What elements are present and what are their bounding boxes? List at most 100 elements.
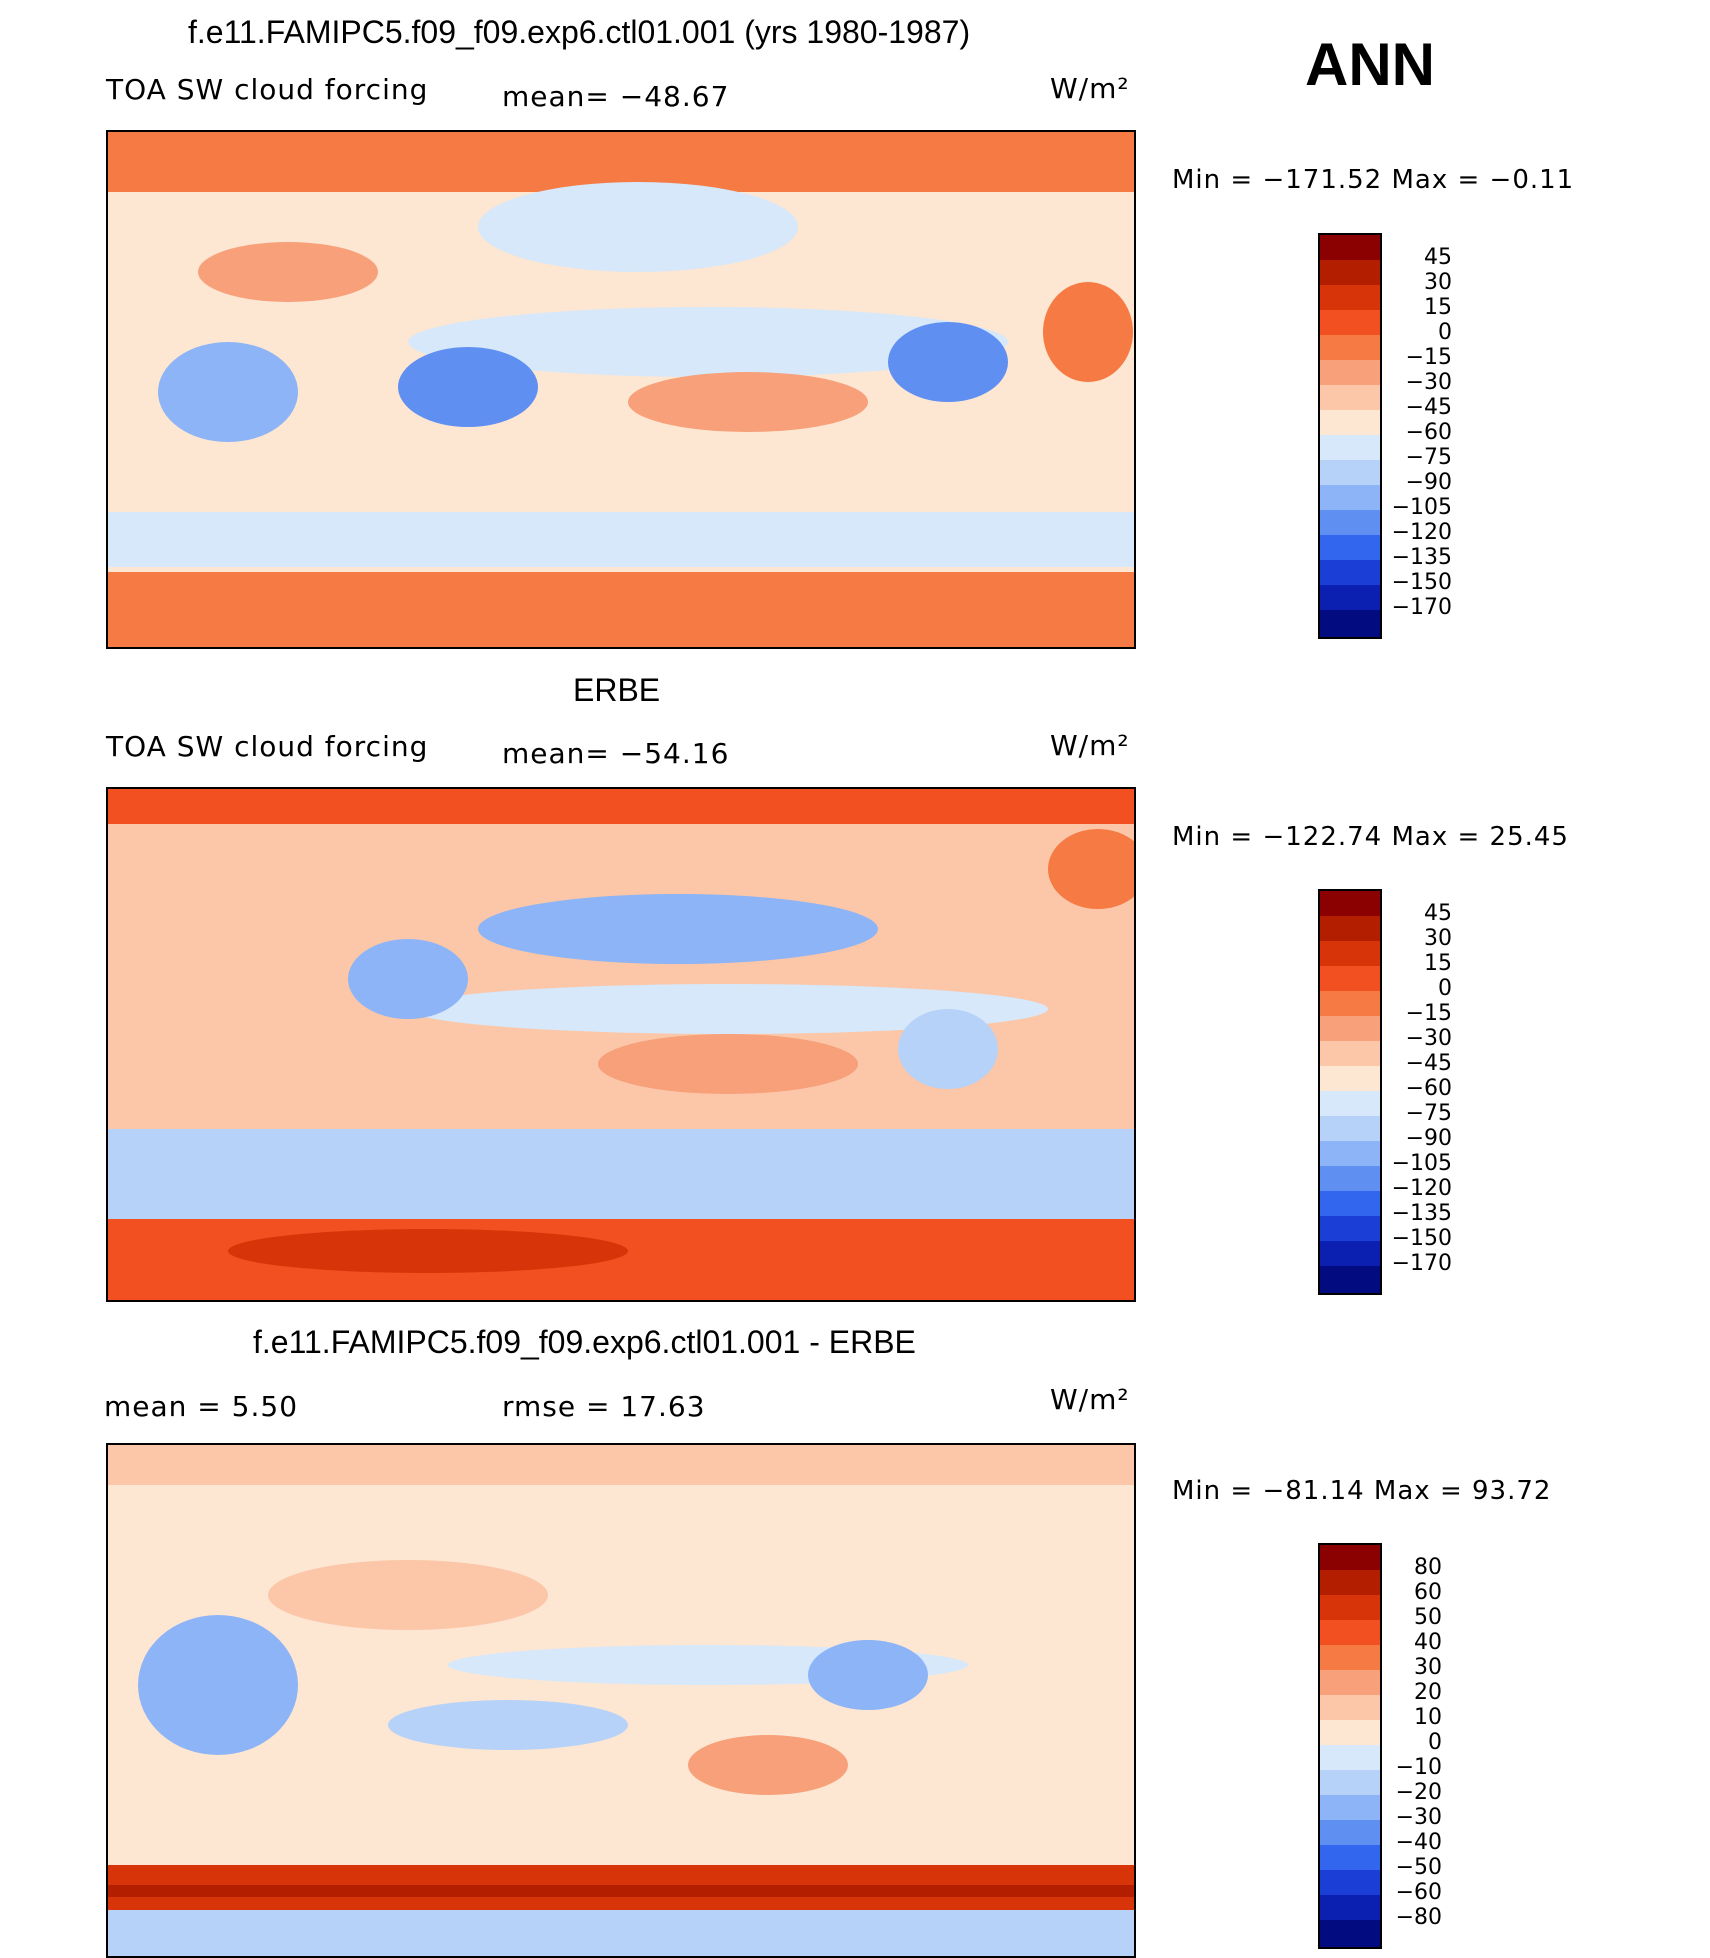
panel1-units-label: W/m² [1050, 72, 1130, 105]
panel1-africa-convection [158, 342, 298, 442]
panel3-se-pacific-positive [688, 1735, 848, 1795]
panel3-colorbar-tick: 40 [1414, 1630, 1442, 1655]
panel1-colorbar-tick: −120 [1391, 520, 1452, 545]
panel2-colorbar-tick: −135 [1391, 1201, 1452, 1226]
panel2-colorbar-tick: −105 [1391, 1151, 1452, 1176]
panel2-colorbar-cell [1320, 1166, 1380, 1192]
panel2-colorbar-cell [1320, 1091, 1380, 1117]
panel2-arctic-band [108, 789, 1134, 824]
panel1-southern-ocean-band [108, 512, 1134, 567]
panel1-colorbar-tick: −170 [1391, 595, 1452, 620]
panel2-colorbar-tick: −30 [1405, 1026, 1452, 1051]
panel2-greenland-region [1048, 829, 1134, 909]
panel1-colorbar-tick: −30 [1405, 370, 1452, 395]
panel1-colorbar [1318, 233, 1382, 639]
panel3-arctic-band [108, 1445, 1134, 1485]
panel2-colorbar-cell [1320, 1041, 1380, 1067]
panel2-north-pacific [478, 894, 878, 964]
panel2-colorbar-cell [1320, 966, 1380, 992]
panel2-antarctic-peak [228, 1229, 628, 1273]
panel3-colorbar-cell [1320, 1920, 1380, 1947]
panel1-title: f.e11.FAMIPC5.f09_f09.exp6.ctl01.001 (yr… [188, 14, 971, 50]
panel3-colorbar-tick: 60 [1414, 1580, 1442, 1605]
panel2-colorbar-tick: −75 [1405, 1101, 1452, 1126]
panel2-variable-label: TOA SW cloud forcing [106, 730, 429, 763]
panel3-colorbar-tick: 20 [1414, 1680, 1442, 1705]
panel3-colorbar-tick: 50 [1414, 1605, 1442, 1630]
panel2-colorbar-tick: −45 [1405, 1051, 1452, 1076]
panel3-asia-positive [268, 1560, 548, 1630]
panel1-minmax: Min = −171.52 Max = −0.11 [1172, 165, 1575, 195]
panel3-colorbar-tick: −50 [1395, 1855, 1442, 1880]
panel1-eurasia-region [198, 242, 378, 302]
panel3-title: f.e11.FAMIPC5.f09_f09.exp6.ctl01.001 - E… [253, 1324, 916, 1360]
panel1-colorbar-tick: −45 [1405, 395, 1452, 420]
panel1-colorbar-tick: 30 [1424, 270, 1452, 295]
panel1-colorbar-cell [1320, 335, 1380, 361]
panel1-colorbar-tick: 15 [1424, 295, 1452, 320]
panel3-rmse-label: rmse = 17.63 [502, 1390, 706, 1423]
panel3-colorbar-tick: −60 [1395, 1880, 1442, 1905]
panel1-colorbar-cell [1320, 510, 1380, 536]
panel2-title: ERBE [573, 672, 661, 708]
panel1-colorbar-cell [1320, 260, 1380, 286]
panel3-colorbar-cell [1320, 1795, 1380, 1821]
panel2-mean-label: mean= −54.16 [502, 737, 730, 770]
panel3-colorbar-tick: 30 [1414, 1655, 1442, 1680]
panel2-colorbar-cell [1320, 916, 1380, 942]
panel1-colorbar-cell [1320, 310, 1380, 336]
panel1-colorbar-cell [1320, 385, 1380, 411]
panel1-colorbar-tick: −15 [1405, 345, 1452, 370]
panel1-colorbar-cell [1320, 460, 1380, 486]
panel3-mean-label: mean = 5.50 [104, 1390, 299, 1423]
panel1-colorbar-cell [1320, 235, 1380, 261]
panel2-colorbar-cell [1320, 1066, 1380, 1092]
panel1-colorbar-tick: −75 [1405, 445, 1452, 470]
panel3-map [106, 1443, 1136, 1958]
panel3-units-label: W/m² [1050, 1383, 1130, 1416]
panel1-map [106, 130, 1136, 649]
panel1-colorbar-tick: 45 [1424, 245, 1452, 270]
panel2-colorbar-tick: 15 [1424, 951, 1452, 976]
panel2-colorbar-cell [1320, 891, 1380, 917]
panel2-minmax: Min = −122.74 Max = 25.45 [1172, 822, 1569, 852]
panel3-amazon-negative [808, 1640, 928, 1710]
panel2-colorbar-cell [1320, 1116, 1380, 1142]
panel2-map-svg [108, 789, 1134, 1300]
panel2-colorbar-cell [1320, 941, 1380, 967]
panel2-colorbar-tick: 30 [1424, 926, 1452, 951]
panel3-colorbar-cell [1320, 1820, 1380, 1846]
panel3-colorbar-tick: −20 [1395, 1780, 1442, 1805]
panel2-colorbar [1318, 889, 1382, 1295]
panel2-colorbar-tick: −15 [1405, 1001, 1452, 1026]
panel1-variable-label: TOA SW cloud forcing [106, 73, 429, 106]
panel2-colorbar-cell [1320, 991, 1380, 1017]
panel1-colorbar-cell [1320, 435, 1380, 461]
panel2-map [106, 787, 1136, 1302]
panel3-indian-ocean-negative [388, 1700, 628, 1750]
panel2-se-pacific [598, 1034, 858, 1094]
panel3-colorbar-tick: −40 [1395, 1830, 1442, 1855]
panel3-colorbar-cell [1320, 1645, 1380, 1671]
panel1-colorbar-tick: 0 [1438, 320, 1452, 345]
panel1-colorbar-cell [1320, 535, 1380, 561]
panel1-atlantic-region [1043, 282, 1133, 382]
panel1-colorbar-cell [1320, 485, 1380, 511]
panel1-colorbar-cell [1320, 585, 1380, 611]
panel1-maritime-continent [398, 347, 538, 427]
panel2-colorbar-cell [1320, 1216, 1380, 1242]
panel3-colorbar-cell [1320, 1720, 1380, 1746]
panel3-colorbar-tick: 10 [1414, 1705, 1442, 1730]
panel1-north-pacific [478, 182, 798, 272]
panel1-colorbar-tick: −90 [1405, 470, 1452, 495]
panel2-units-label: W/m² [1050, 729, 1130, 762]
panel3-colorbar-tick: −10 [1395, 1755, 1442, 1780]
panel2-colorbar-tick: −150 [1391, 1226, 1452, 1251]
panel2-pacific-itcz [408, 984, 1048, 1034]
panel1-arctic-band [108, 132, 1134, 192]
panel3-minmax: Min = −81.14 Max = 93.72 [1172, 1476, 1552, 1506]
panel3-map-svg [108, 1445, 1134, 1956]
panel2-colorbar-tick: 0 [1438, 976, 1452, 1001]
panel3-southern-peak-band [108, 1885, 1134, 1897]
panel1-pacific-itcz [408, 307, 1008, 377]
